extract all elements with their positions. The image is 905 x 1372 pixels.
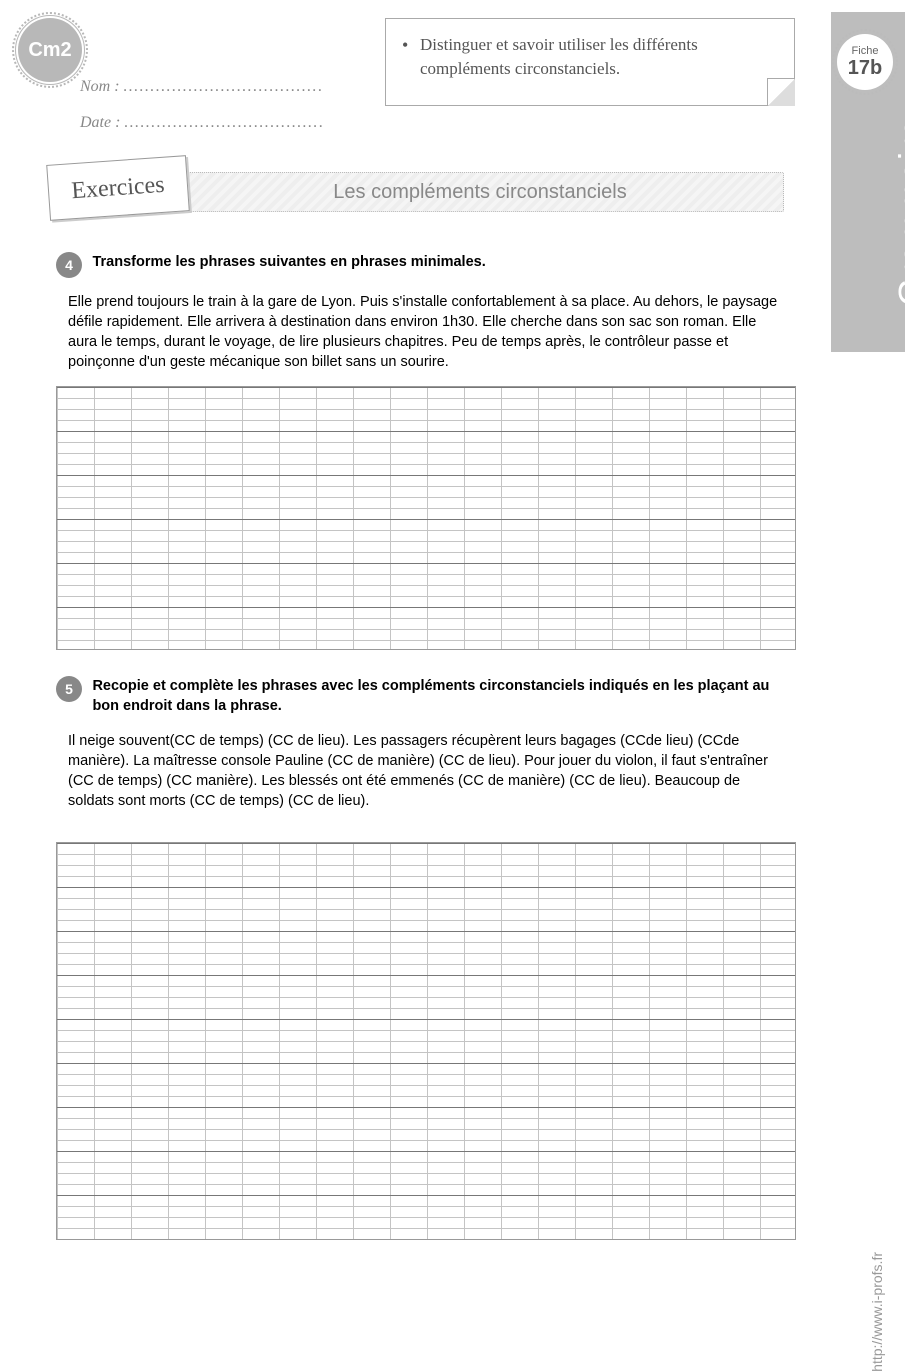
name-dots: ………………………………. (124, 78, 325, 95)
exercise-5-body: Il neige souvent(CC de temps) (CC de lie… (56, 731, 778, 811)
exercise-4-body: Elle prend toujours le train à la gare d… (56, 292, 778, 372)
exercise-5-instruction: Recopie et complète les phrases avec les… (92, 676, 782, 717)
fiche-badge: Fiche 17b (837, 34, 893, 90)
answer-grid-2[interactable] (56, 842, 796, 1240)
fiche-number: 17b (848, 57, 882, 80)
right-sidebar: Fiche 17b Grammaire (831, 12, 905, 352)
date-label: Date : (80, 114, 120, 131)
worksheet-page: Cm2 Nom : ………………………………. Date : ………………………… (0, 0, 905, 1280)
exercise-number-5: 5 (56, 676, 82, 702)
seyes-grid (56, 386, 796, 650)
subject-label: Grammaire (891, 117, 905, 306)
name-label: Nom : (80, 78, 120, 95)
exercise-number-4: 4 (56, 252, 82, 278)
objective-box: Distinguer et savoir utiliser les différ… (385, 18, 795, 106)
fiche-label: Fiche (852, 45, 879, 57)
seyes-grid (56, 842, 796, 1240)
answer-grid-1[interactable] (56, 386, 796, 650)
date-field[interactable]: Date : ………………………………. (80, 114, 325, 132)
level-badge: Cm2 (18, 18, 82, 82)
name-field[interactable]: Nom : ………………………………. (80, 78, 325, 96)
objective-text: Distinguer et savoir utiliser les différ… (420, 35, 698, 78)
source-url: http://www.i-profs.fr (869, 1252, 885, 1372)
exercise-5: 5 Recopie et complète les phrases avec l… (56, 676, 796, 811)
lesson-title: Les compléments circonstanciels (176, 172, 784, 212)
exercise-4-instruction: Transforme les phrases suivantes en phra… (92, 252, 782, 272)
header-fields: Nom : ………………………………. Date : ………………………………. (80, 78, 325, 150)
exercise-4: 4 Transforme les phrases suivantes en ph… (56, 252, 796, 372)
exercices-tab: Exercices (46, 155, 190, 221)
page-fold-icon (767, 78, 795, 106)
date-dots: ………………………………. (124, 114, 325, 131)
